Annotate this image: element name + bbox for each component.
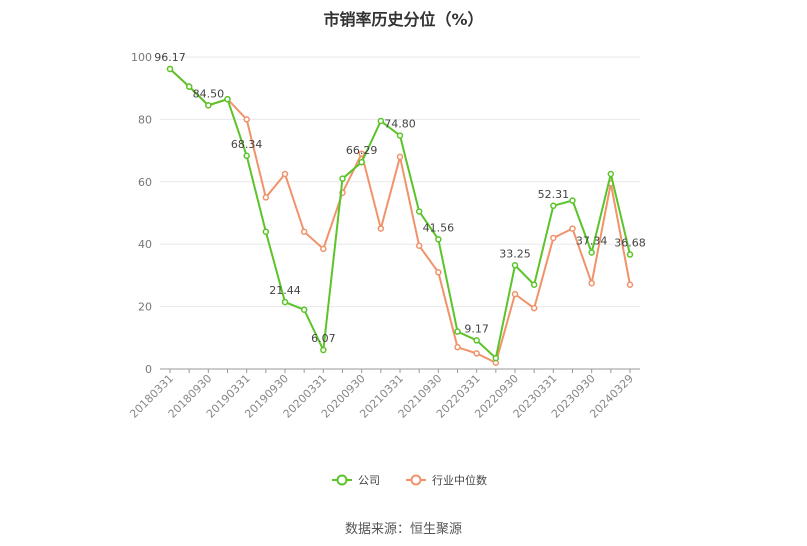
data-point (396, 132, 404, 139)
data-point (262, 194, 270, 201)
data-point (530, 304, 538, 312)
source-note: 数据来源：恒生聚源 (344, 522, 462, 537)
data-point (166, 65, 174, 73)
chart-title: 市销率历史分位（%） (323, 10, 484, 29)
data-label: 21.44 (269, 284, 301, 297)
data-point (473, 350, 480, 357)
data-label: 9.17 (464, 322, 489, 335)
data-point (396, 153, 404, 161)
y-tick-label: 0 (145, 363, 152, 376)
legend-marker (336, 474, 348, 486)
data-point (281, 170, 289, 178)
data-label: 33.25 (499, 247, 531, 260)
data-point (377, 117, 385, 125)
y-axis: 0 20 40 60 80 100 (131, 51, 152, 376)
data-point (550, 202, 557, 210)
data-point (511, 262, 519, 269)
data-point (358, 158, 365, 166)
data-point (511, 290, 519, 298)
series-line (169, 68, 631, 365)
legend-label: 行业中位数 (432, 473, 487, 487)
data-point (262, 228, 270, 235)
y-tick-label: 80 (138, 113, 152, 126)
data-point (454, 343, 461, 351)
data-label: 36.68 (614, 237, 646, 250)
data-point (300, 306, 308, 313)
data-label: 96.17 (154, 51, 186, 64)
legend[interactable]: 公司 行业中位数 (332, 473, 487, 487)
data-point (607, 170, 615, 178)
data-point (588, 279, 595, 287)
series-industry-median (166, 65, 634, 367)
y-tick-label: 60 (138, 176, 152, 189)
data-point (415, 208, 423, 215)
data-label: 84.50 (193, 87, 225, 100)
data-point (550, 234, 557, 242)
data-point (224, 95, 231, 103)
series-layer (166, 65, 634, 367)
data-label: 41.56 (423, 221, 455, 234)
data-label: 66.29 (346, 144, 378, 157)
data-point (300, 228, 308, 235)
data-point (454, 328, 461, 335)
data-point (569, 225, 576, 232)
data-point (588, 249, 595, 256)
data-point (415, 242, 423, 250)
data-labels: 96.17 84.50 68.34 21.44 6.07 66.29 74.80 41.56 9… (154, 51, 646, 345)
data-point (435, 269, 442, 276)
data-point (243, 152, 250, 160)
legend-item-industry-median[interactable]: 行业中位数 (406, 473, 487, 487)
data-label: 52.31 (538, 188, 570, 201)
data-label: 68.34 (231, 138, 263, 151)
data-point (339, 175, 346, 182)
data-point (320, 245, 327, 253)
series-company (166, 65, 634, 362)
y-tick-label: 40 (138, 238, 152, 251)
y-tick-label: 100 (131, 51, 152, 64)
data-point (492, 354, 500, 362)
data-point (626, 281, 634, 289)
data-point (473, 337, 480, 344)
data-point (377, 225, 385, 232)
data-point (569, 197, 576, 204)
data-point (205, 102, 212, 109)
data-point (185, 83, 193, 90)
data-point (435, 236, 442, 243)
legend-label: 公司 (358, 474, 380, 487)
data-point (281, 298, 289, 306)
data-label: 74.80 (384, 118, 416, 131)
y-tick-label: 20 (138, 301, 152, 314)
data-label: 6.07 (311, 332, 336, 345)
data-label: 37.34 (576, 234, 608, 247)
data-point (320, 346, 327, 354)
data-point (530, 281, 538, 289)
data-point (358, 150, 365, 157)
x-axis: 2018033120180930201903312019093020200331… (127, 368, 640, 421)
data-point (626, 251, 634, 258)
legend-item-company[interactable]: 公司 (332, 474, 380, 487)
legend-marker (410, 474, 422, 486)
data-point (243, 116, 250, 123)
